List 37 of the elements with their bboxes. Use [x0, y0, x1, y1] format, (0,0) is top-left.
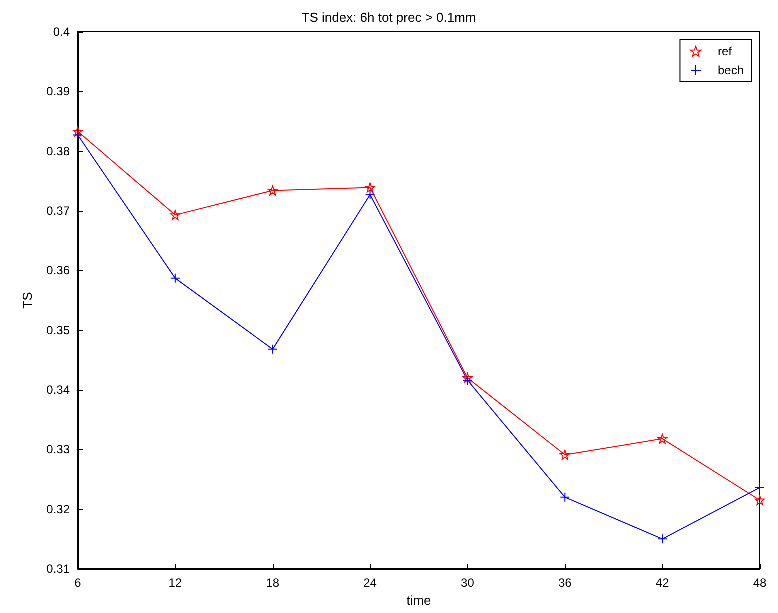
y-tick-label: 0.4: [53, 25, 70, 39]
y-tick-label: 0.34: [46, 383, 70, 397]
x-tick-label: 6: [74, 576, 82, 590]
point: [658, 534, 668, 544]
y-tick-label: 0.31: [46, 562, 70, 576]
y-tick-label: 0.32: [46, 502, 70, 516]
x-axis-title: time: [406, 592, 432, 608]
x-tick-label: 30: [461, 576, 475, 590]
point: [170, 210, 180, 220]
y-tick-label: 0.39: [46, 84, 70, 99]
legend-label: ref: [718, 44, 733, 58]
legend-label: bech: [718, 64, 744, 78]
point: [73, 126, 83, 137]
y-tick-label: 0.36: [46, 264, 70, 278]
point: [658, 434, 668, 444]
x-tick-label: 48: [753, 576, 767, 590]
x-tick-label: 24: [364, 576, 378, 590]
x-tick-label: 18: [266, 576, 280, 590]
x-tick-label: 42: [656, 576, 670, 590]
point: [560, 450, 570, 460]
y-tick-label: 0.38: [46, 144, 70, 158]
point: [755, 495, 765, 506]
point: [73, 130, 83, 140]
point: [365, 182, 376, 193]
y-axis-title: TS: [20, 292, 35, 309]
x-tick-label: 36: [558, 576, 572, 590]
point: [560, 492, 570, 502]
y-tick-label: 0.35: [46, 323, 70, 338]
point: [268, 186, 278, 196]
x-tick-label: 12: [168, 576, 182, 590]
chart-title: TS index: 6h tot prec > 0.1mm: [302, 10, 476, 25]
point: [170, 273, 180, 284]
point: [365, 190, 376, 200]
point: [755, 482, 765, 493]
y-tick-label: 0.37: [46, 204, 70, 218]
point: [268, 344, 278, 354]
y-tick-label: 0.33: [46, 442, 70, 457]
